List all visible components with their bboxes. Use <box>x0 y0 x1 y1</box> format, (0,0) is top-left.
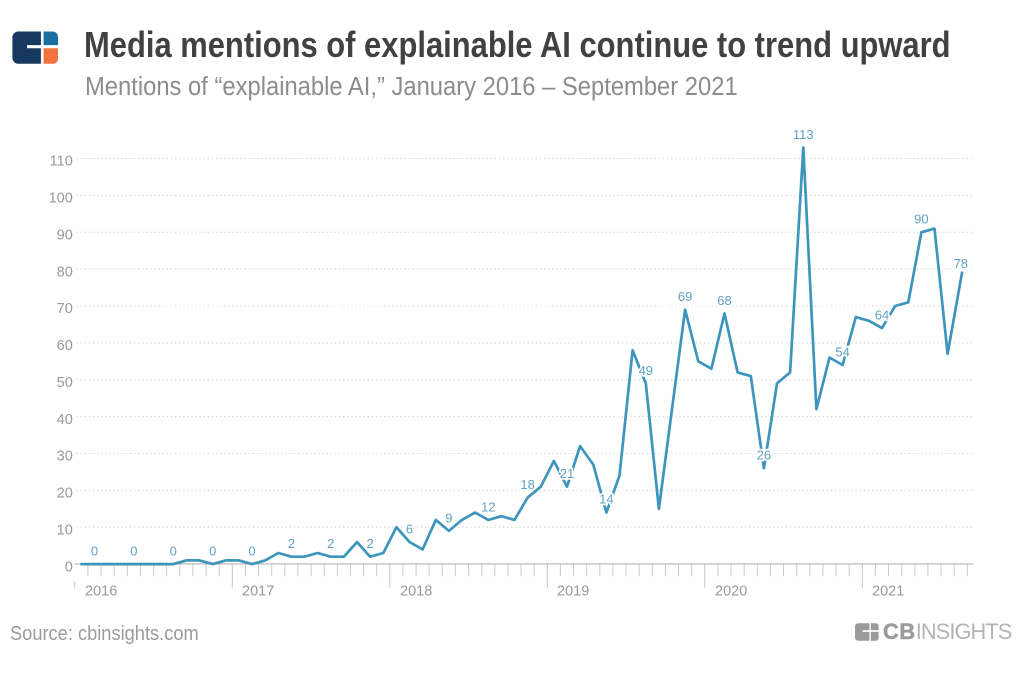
svg-text:18: 18 <box>520 477 534 492</box>
svg-text:78: 78 <box>954 256 968 271</box>
svg-text:2019: 2019 <box>557 583 589 599</box>
svg-text:2021: 2021 <box>872 583 904 599</box>
svg-text:2018: 2018 <box>400 583 432 599</box>
svg-text:50: 50 <box>57 375 73 391</box>
svg-text:0: 0 <box>248 544 255 559</box>
svg-text:2020: 2020 <box>715 583 747 599</box>
svg-text:2: 2 <box>327 536 334 551</box>
svg-text:100: 100 <box>49 191 73 207</box>
svg-text:30: 30 <box>57 449 73 465</box>
svg-text:54: 54 <box>835 344 849 359</box>
svg-text:64: 64 <box>875 308 889 323</box>
svg-text:2: 2 <box>288 536 295 551</box>
svg-text:113: 113 <box>793 127 814 142</box>
svg-text:2: 2 <box>366 536 373 551</box>
svg-text:12: 12 <box>481 499 495 514</box>
svg-text:0: 0 <box>65 559 73 575</box>
svg-text:68: 68 <box>717 293 731 308</box>
svg-text:10: 10 <box>57 522 73 538</box>
svg-text:0: 0 <box>91 544 98 559</box>
svg-text:21: 21 <box>560 466 574 481</box>
svg-text:26: 26 <box>757 447 771 462</box>
svg-text:69: 69 <box>678 289 692 304</box>
svg-text:14: 14 <box>599 492 613 507</box>
svg-text:2017: 2017 <box>242 583 274 599</box>
svg-text:70: 70 <box>57 301 73 317</box>
svg-text:9: 9 <box>445 510 452 525</box>
svg-text:40: 40 <box>57 412 73 428</box>
svg-text:110: 110 <box>50 154 73 170</box>
svg-text:0: 0 <box>130 544 137 559</box>
svg-text:80: 80 <box>57 264 73 280</box>
svg-text:2016: 2016 <box>85 583 117 599</box>
svg-text:0: 0 <box>170 544 177 559</box>
svg-text:20: 20 <box>57 486 73 502</box>
svg-text:60: 60 <box>57 338 73 354</box>
svg-text:49: 49 <box>639 363 653 378</box>
svg-text:90: 90 <box>57 228 73 244</box>
svg-text:6: 6 <box>406 521 413 536</box>
svg-text:0: 0 <box>209 544 216 559</box>
svg-text:90: 90 <box>914 212 928 227</box>
